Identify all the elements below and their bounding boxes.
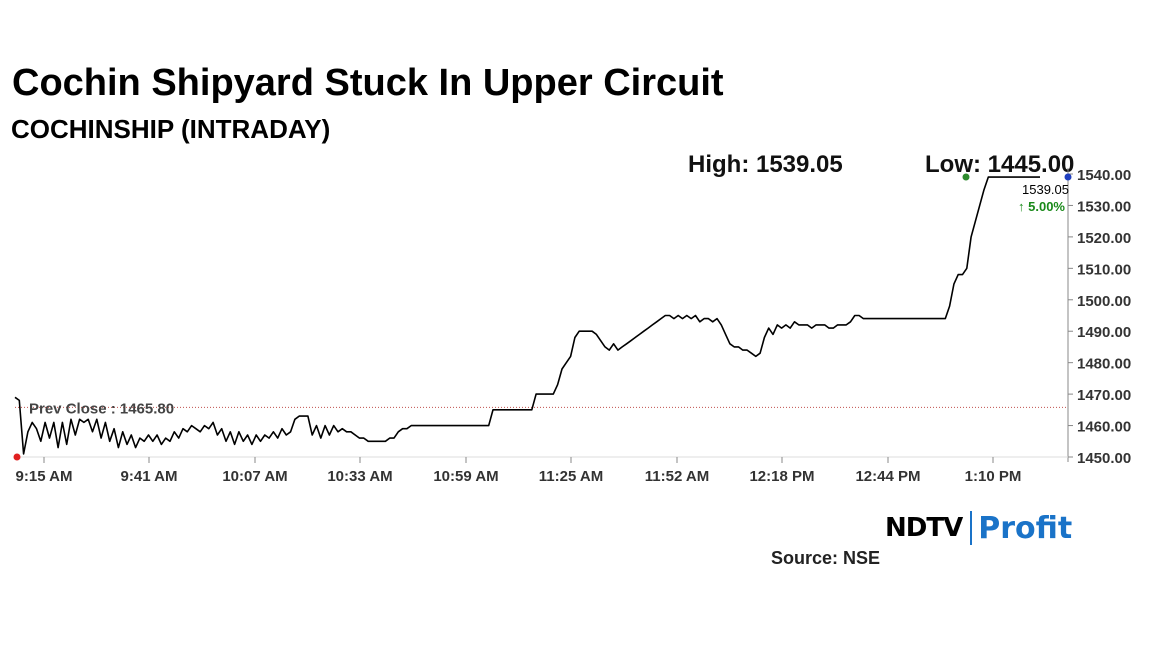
- y-tick-label: 1520.00: [1077, 230, 1131, 247]
- last-price-marker: [1064, 173, 1072, 181]
- source-label: Source: NSE: [771, 548, 881, 568]
- y-tick-label: 1500.00: [1077, 293, 1131, 310]
- x-tick-label: 11:52 AM: [645, 468, 709, 485]
- y-tick-label: 1530.00: [1077, 198, 1131, 215]
- x-tick-label: 11:25 AM: [539, 468, 603, 485]
- x-tick-label: 10:07 AM: [222, 468, 287, 485]
- y-tick-label: 1450.00: [1077, 450, 1131, 467]
- low-marker: [13, 453, 21, 461]
- x-tick-label: 1:10 PM: [965, 468, 1022, 485]
- change-pct-label: ↑ 5.00%: [1018, 199, 1065, 214]
- y-tick-label: 1480.00: [1077, 356, 1131, 373]
- price-line: [14, 176, 1040, 455]
- low-value-label: Low: 1445.00: [925, 151, 1075, 178]
- y-tick-label: 1460.00: [1077, 419, 1131, 436]
- x-axis: 9:15 AM 9:41 AM 10:07 AM 10:33 AM 10:59 AM 11…: [15, 456, 1068, 485]
- x-tick-label: 10:33 AM: [327, 468, 392, 485]
- chart-subtitle: COCHINSHIP (INTRADAY): [11, 114, 331, 144]
- x-tick-label: 10:59 AM: [433, 468, 498, 485]
- high-value-label: High: 1539.05: [688, 151, 843, 178]
- y-tick-label: 1470.00: [1077, 387, 1131, 404]
- y-tick-label: 1490.00: [1077, 324, 1131, 341]
- prev-close-label: Prev Close : 1465.80: [29, 400, 174, 417]
- y-axis: 1450.00 1460.00 1470.00 1480.00 1490.00 1500.…: [1067, 167, 1131, 467]
- x-tick-label: 9:15 AM: [16, 468, 73, 485]
- logo-ndtv-text: NDTV: [885, 513, 963, 543]
- logo-separator: [970, 511, 973, 545]
- price-series: [14, 176, 1040, 455]
- intraday-price-chart: 1450.00 1460.00 1470.00 1480.00 1490.00 1500.…: [13, 167, 1131, 485]
- prev-close-group: Prev Close : 1465.80: [15, 400, 1068, 417]
- x-tick-label: 12:44 PM: [855, 468, 920, 485]
- chart-title: Cochin Shipyard Stuck In Upper Circuit: [12, 62, 724, 104]
- x-tick-label: 9:41 AM: [121, 468, 178, 485]
- ndtv-profit-logo: NDTV Profit: [885, 508, 1072, 548]
- high-marker: [962, 173, 970, 181]
- last-price-label: 1539.05: [1022, 182, 1069, 197]
- x-tick-label: 12:18 PM: [749, 468, 814, 485]
- y-tick-label: 1510.00: [1077, 261, 1131, 278]
- y-tick-label: 1540.00: [1077, 167, 1131, 184]
- markers: 1539.05 ↑ 5.00%: [13, 173, 1072, 461]
- logo-profit-text: Profit: [978, 510, 1073, 546]
